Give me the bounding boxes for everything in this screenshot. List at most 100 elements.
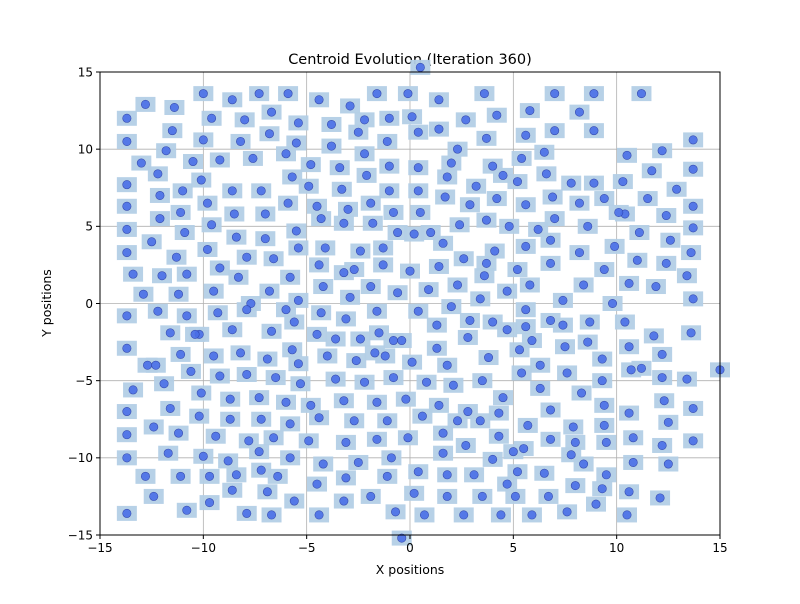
centroid-point xyxy=(244,436,254,446)
centroid-point xyxy=(360,149,370,159)
centroid-point xyxy=(438,428,448,438)
centroid-point xyxy=(636,363,646,373)
centroid-point xyxy=(562,368,572,378)
centroid-point xyxy=(477,376,487,386)
centroid-point xyxy=(242,508,252,518)
centroid-point xyxy=(205,471,215,481)
centroid-point xyxy=(494,431,504,441)
centroid-point xyxy=(176,207,186,217)
centroid-point xyxy=(407,357,417,367)
centroid-point xyxy=(498,170,508,180)
centroid-point xyxy=(488,161,498,171)
centroid-point xyxy=(176,349,186,359)
centroid-point xyxy=(122,224,132,234)
centroid-point xyxy=(242,305,252,315)
centroid-point xyxy=(254,89,264,99)
centroid-point xyxy=(122,201,132,211)
centroid-point xyxy=(632,255,642,265)
centroid-point xyxy=(589,126,599,136)
centroid-point xyxy=(174,428,184,438)
centroid-point xyxy=(384,113,394,123)
centroid-point xyxy=(196,388,206,398)
centroid-point xyxy=(688,403,698,413)
centroid-point xyxy=(174,289,184,299)
centroid-point xyxy=(521,305,531,315)
centroid-point xyxy=(260,209,270,219)
centroid-point xyxy=(198,451,208,461)
centroid-point xyxy=(393,228,403,238)
centroid-point xyxy=(198,89,208,99)
centroid-point xyxy=(271,373,281,383)
centroid-point xyxy=(628,457,638,467)
centroid-point xyxy=(211,431,221,441)
centroid-point xyxy=(316,308,326,318)
centroid-point xyxy=(599,265,609,275)
centroid-point xyxy=(533,224,543,234)
centroid-point xyxy=(634,228,644,238)
centroid-point xyxy=(295,379,305,389)
centroid-point xyxy=(517,153,527,163)
centroid-point xyxy=(521,241,531,251)
centroid-point xyxy=(382,136,392,146)
centroid-point xyxy=(380,351,390,361)
centroid-point xyxy=(122,508,132,518)
centroid-point xyxy=(339,396,349,406)
centroid-point xyxy=(163,448,173,458)
y-tick-label: 15 xyxy=(78,65,93,79)
centroid-point xyxy=(539,147,549,157)
centroid-point xyxy=(304,181,314,191)
centroid-point xyxy=(384,161,394,171)
centroid-point xyxy=(151,360,161,370)
centroid-point xyxy=(194,411,204,421)
centroid-point xyxy=(388,336,398,346)
centroid-point xyxy=(624,278,634,288)
centroid-point xyxy=(686,248,696,258)
centroid-point xyxy=(661,258,671,268)
centroid-point xyxy=(122,343,132,353)
centroid-point xyxy=(215,155,225,165)
centroid-point xyxy=(461,440,471,450)
centroid-point xyxy=(306,400,316,410)
centroid-point xyxy=(665,235,675,245)
centroid-point xyxy=(481,215,491,225)
centroid-point xyxy=(326,119,336,129)
centroid-point xyxy=(176,471,186,481)
y-tick-label: 0 xyxy=(85,297,93,311)
centroid-point xyxy=(502,286,512,296)
centroid-point xyxy=(589,178,599,188)
centroid-point xyxy=(397,533,407,543)
centroid-point xyxy=(597,376,607,386)
centroid-point xyxy=(264,286,274,296)
centroid-point xyxy=(264,129,274,139)
y-tick-label: 10 xyxy=(78,142,93,156)
centroid-point xyxy=(122,180,132,190)
centroid-point xyxy=(401,394,411,404)
centroid-point xyxy=(550,214,560,224)
centroid-point xyxy=(269,254,279,264)
x-tick-label: −10 xyxy=(191,541,216,555)
centroid-point xyxy=(227,186,237,196)
centroid-point xyxy=(165,403,175,413)
centroid-point xyxy=(688,294,698,304)
x-tick-label: 15 xyxy=(712,541,727,555)
centroid-point xyxy=(657,373,667,383)
centroid-point xyxy=(360,377,370,387)
centroid-point xyxy=(434,95,444,105)
centroid-point xyxy=(306,160,316,170)
y-tick-label: 5 xyxy=(85,220,93,234)
centroid-point xyxy=(180,228,190,238)
centroid-point xyxy=(267,326,277,336)
centroid-point xyxy=(188,157,198,167)
centroid-point xyxy=(153,306,163,316)
centroid-point xyxy=(510,491,520,501)
centroid-point xyxy=(614,207,624,217)
centroid-point xyxy=(626,365,636,375)
centroid-point xyxy=(512,265,522,275)
centroid-point xyxy=(568,422,578,432)
centroid-point xyxy=(256,465,266,475)
centroid-point xyxy=(215,263,225,273)
centroid-point xyxy=(291,138,301,148)
y-tick-label: −5 xyxy=(75,374,93,388)
centroid-point xyxy=(413,467,423,477)
centroid-point xyxy=(672,184,682,194)
